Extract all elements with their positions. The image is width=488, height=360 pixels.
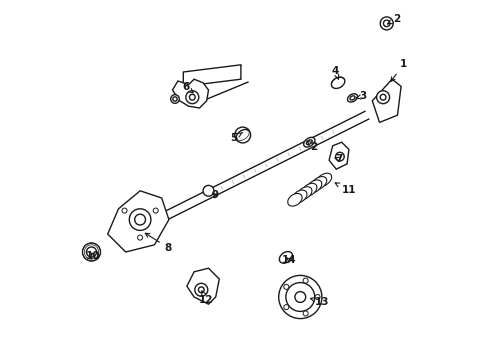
Circle shape	[153, 208, 158, 213]
Text: 8: 8	[145, 233, 171, 253]
Polygon shape	[186, 268, 219, 304]
Circle shape	[129, 209, 151, 230]
Polygon shape	[107, 191, 168, 252]
Circle shape	[86, 247, 96, 257]
Circle shape	[294, 292, 305, 302]
Polygon shape	[183, 65, 241, 86]
Circle shape	[303, 278, 307, 283]
Text: 3: 3	[355, 91, 366, 102]
Circle shape	[380, 17, 392, 30]
Text: 11: 11	[334, 183, 355, 195]
Circle shape	[278, 275, 321, 319]
Ellipse shape	[310, 176, 326, 190]
Text: 10: 10	[85, 251, 100, 261]
Circle shape	[283, 305, 288, 310]
Text: 1: 1	[390, 59, 407, 81]
Circle shape	[203, 185, 213, 196]
Circle shape	[170, 95, 179, 103]
Ellipse shape	[331, 77, 344, 89]
Text: 5: 5	[230, 132, 242, 143]
Circle shape	[234, 127, 250, 143]
Polygon shape	[371, 79, 400, 122]
Circle shape	[380, 94, 385, 100]
Polygon shape	[172, 79, 208, 108]
Circle shape	[285, 283, 314, 311]
Text: 12: 12	[198, 291, 213, 305]
Ellipse shape	[349, 96, 354, 100]
Circle shape	[376, 91, 389, 104]
Circle shape	[383, 20, 389, 27]
Ellipse shape	[296, 187, 311, 200]
Circle shape	[198, 287, 204, 293]
Text: 4: 4	[331, 66, 338, 79]
Text: 7: 7	[334, 154, 342, 164]
Text: 9: 9	[211, 190, 218, 200]
Text: 2: 2	[386, 14, 399, 24]
Circle shape	[82, 243, 101, 261]
Circle shape	[335, 152, 344, 161]
Circle shape	[172, 97, 177, 101]
Polygon shape	[328, 142, 348, 169]
Circle shape	[185, 91, 199, 104]
Circle shape	[194, 283, 207, 296]
Circle shape	[122, 208, 127, 213]
Ellipse shape	[301, 183, 316, 197]
Circle shape	[303, 311, 307, 316]
Ellipse shape	[287, 193, 302, 206]
Circle shape	[314, 294, 320, 300]
Ellipse shape	[347, 94, 357, 102]
Circle shape	[283, 284, 288, 289]
Ellipse shape	[303, 138, 314, 147]
Circle shape	[189, 94, 195, 100]
Text: 2: 2	[306, 141, 317, 152]
Text: 14: 14	[282, 255, 296, 265]
Text: 6: 6	[182, 82, 193, 93]
Ellipse shape	[306, 140, 311, 145]
Ellipse shape	[292, 190, 306, 203]
Ellipse shape	[315, 173, 331, 187]
Ellipse shape	[279, 252, 292, 263]
Circle shape	[137, 235, 142, 240]
Ellipse shape	[306, 180, 321, 193]
Text: 13: 13	[310, 297, 328, 307]
Circle shape	[134, 214, 145, 225]
